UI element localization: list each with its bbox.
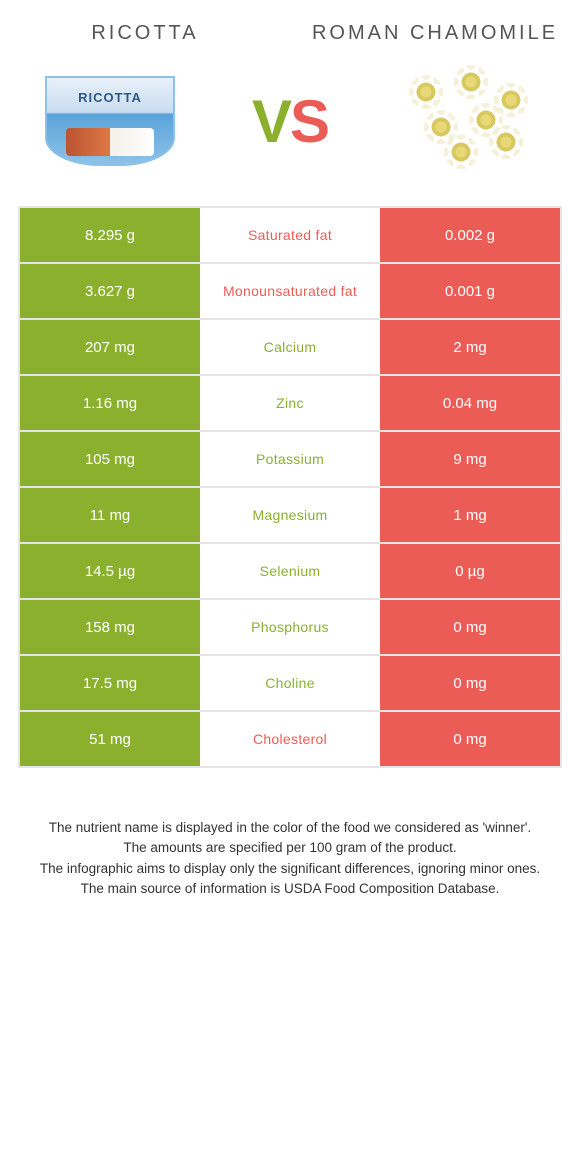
footer-line: The nutrient name is displayed in the co… — [30, 818, 550, 838]
right-value: 0 mg — [380, 656, 560, 710]
left-title: RICOTTA — [0, 20, 290, 46]
right-title: ROMAN CHAMOMILE — [290, 20, 580, 46]
table-row: 158 mgPhosphorus0 mg — [20, 598, 560, 654]
nutrient-name: Selenium — [200, 544, 380, 598]
nutrient-name: Magnesium — [200, 488, 380, 542]
table-row: 1.16 mgZinc0.04 mg — [20, 374, 560, 430]
nutrient-name: Choline — [200, 656, 380, 710]
chamomile-image — [400, 66, 540, 176]
nutrient-name: Phosphorus — [200, 600, 380, 654]
table-row: 14.5 µgSelenium0 µg — [20, 542, 560, 598]
nutrient-name: Potassium — [200, 432, 380, 486]
footer-line: The amounts are specified per 100 gram o… — [30, 838, 550, 858]
left-value: 17.5 mg — [20, 656, 200, 710]
vs-label: VS — [252, 87, 328, 156]
right-value: 0 mg — [380, 712, 560, 766]
nutrient-table: 8.295 gSaturated fat0.002 g3.627 gMonoun… — [18, 206, 562, 768]
table-row: 51 mgCholesterol0 mg — [20, 710, 560, 766]
right-value: 0 µg — [380, 544, 560, 598]
left-value: 158 mg — [20, 600, 200, 654]
vs-v: V — [252, 88, 290, 155]
footer-line: The main source of information is USDA F… — [30, 879, 550, 899]
table-row: 11 mgMagnesium1 mg — [20, 486, 560, 542]
right-value: 0.002 g — [380, 208, 560, 262]
ricotta-image — [40, 66, 180, 176]
right-value: 9 mg — [380, 432, 560, 486]
left-value: 3.627 g — [20, 264, 200, 318]
left-value: 8.295 g — [20, 208, 200, 262]
left-value: 11 mg — [20, 488, 200, 542]
left-value: 105 mg — [20, 432, 200, 486]
table-row: 105 mgPotassium9 mg — [20, 430, 560, 486]
nutrient-name: Cholesterol — [200, 712, 380, 766]
hero-row: VS — [0, 56, 580, 206]
vs-s: S — [290, 88, 328, 155]
title-row: RICOTTA ROMAN CHAMOMILE — [0, 0, 580, 56]
footer-line: The infographic aims to display only the… — [30, 859, 550, 879]
left-value: 207 mg — [20, 320, 200, 374]
nutrient-name: Calcium — [200, 320, 380, 374]
right-value: 0 mg — [380, 600, 560, 654]
nutrient-name: Saturated fat — [200, 208, 380, 262]
right-value: 2 mg — [380, 320, 560, 374]
table-row: 8.295 gSaturated fat0.002 g — [20, 206, 560, 262]
table-row: 3.627 gMonounsaturated fat0.001 g — [20, 262, 560, 318]
right-value: 1 mg — [380, 488, 560, 542]
table-row: 207 mgCalcium2 mg — [20, 318, 560, 374]
right-value: 0.001 g — [380, 264, 560, 318]
left-value: 1.16 mg — [20, 376, 200, 430]
nutrient-name: Zinc — [200, 376, 380, 430]
left-value: 51 mg — [20, 712, 200, 766]
nutrient-name: Monounsaturated fat — [200, 264, 380, 318]
right-value: 0.04 mg — [380, 376, 560, 430]
table-row: 17.5 mgCholine0 mg — [20, 654, 560, 710]
left-value: 14.5 µg — [20, 544, 200, 598]
footer-notes: The nutrient name is displayed in the co… — [0, 768, 580, 899]
